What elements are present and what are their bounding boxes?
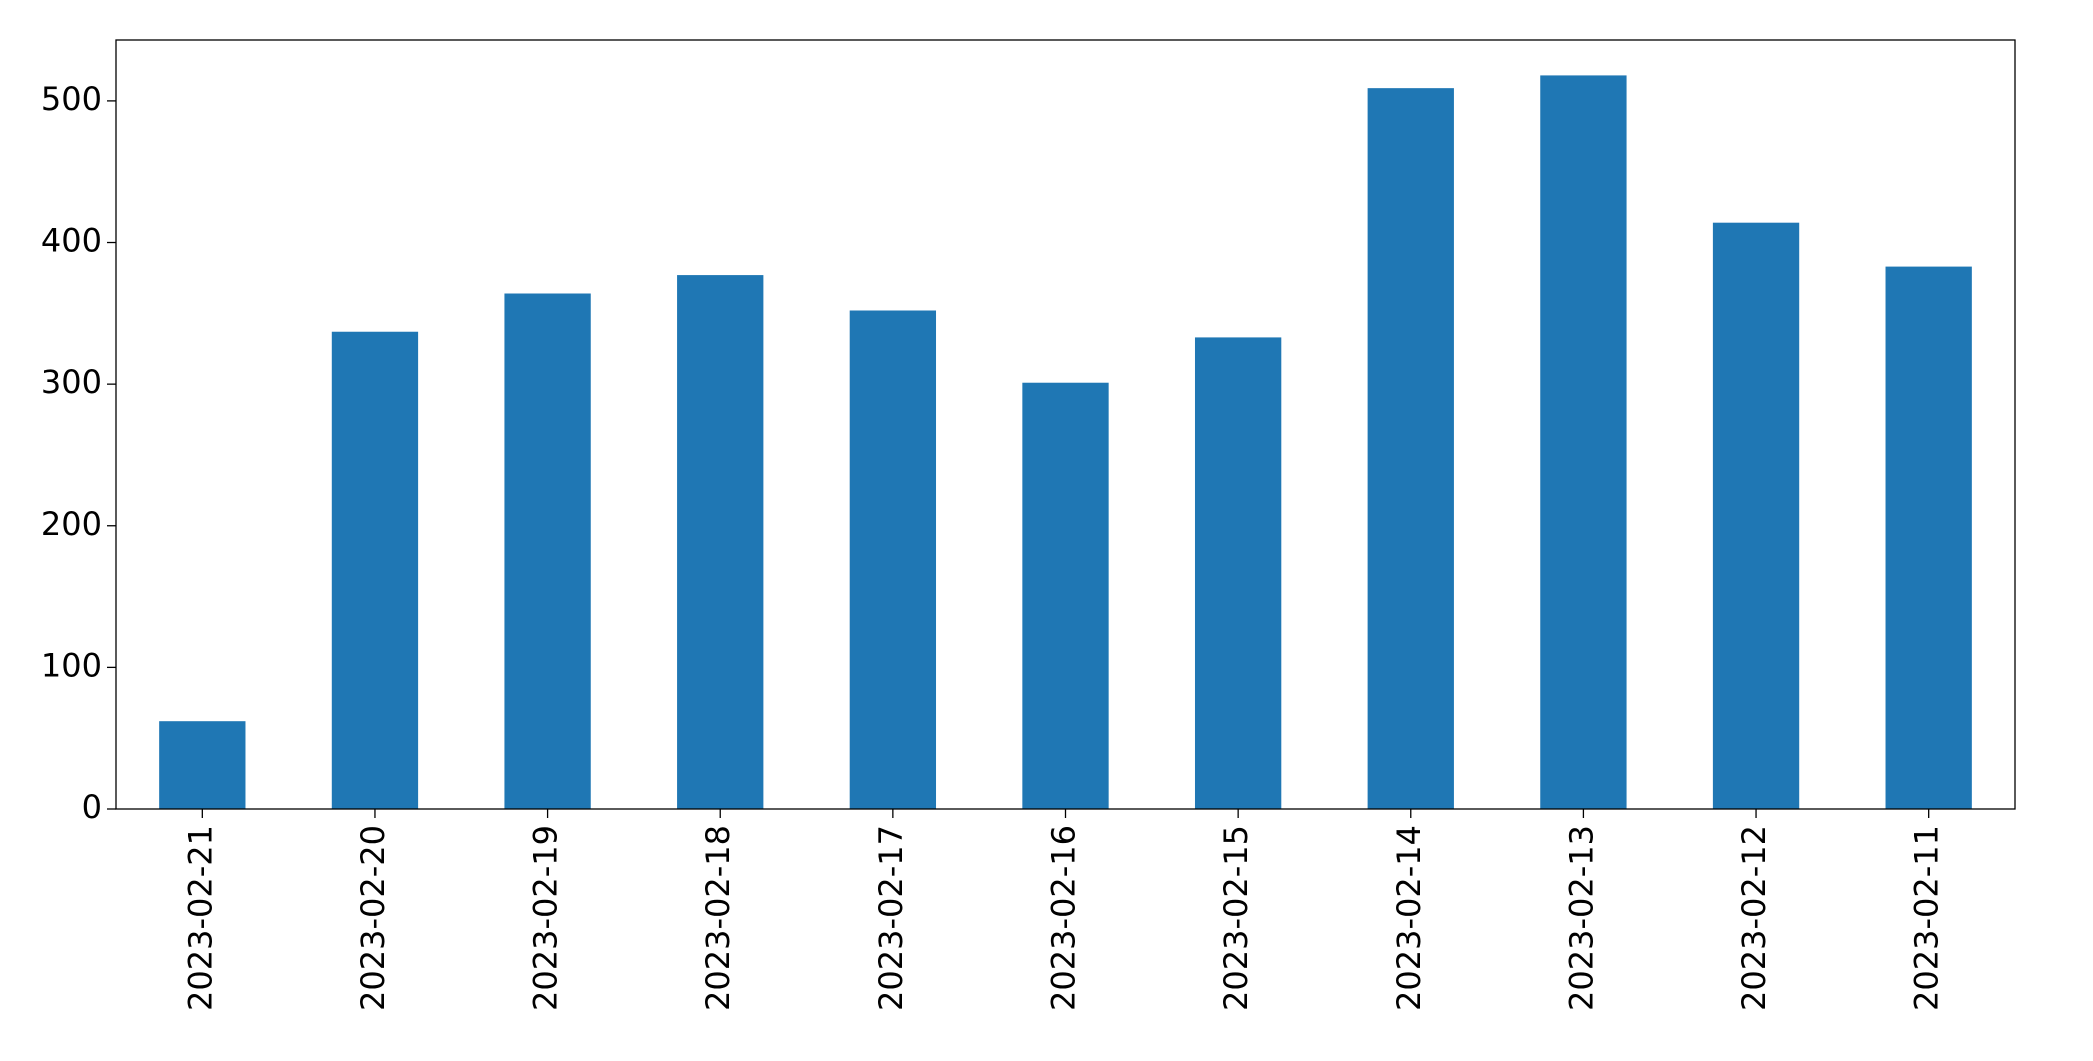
y-tick-label: 0	[82, 788, 102, 826]
y-tick-label: 500	[41, 80, 102, 118]
bar	[331, 331, 419, 809]
x-tick-label: 2023-02-13	[1562, 825, 1600, 1011]
x-tick-label: 2023-02-15	[1217, 825, 1255, 1011]
x-tick-label: 2023-02-12	[1735, 825, 1773, 1011]
bar	[1367, 88, 1454, 810]
x-tick-label: 2023-02-14	[1390, 825, 1428, 1011]
x-tick-label: 2023-02-11	[1908, 825, 1946, 1011]
y-tick-label: 200	[41, 505, 102, 543]
plot-frame	[115, 39, 2016, 810]
x-tick-label: 2023-02-17	[872, 825, 910, 1011]
bar	[159, 721, 246, 809]
x-tick-label: 2023-02-18	[699, 825, 737, 1011]
bar	[1022, 382, 1109, 809]
y-tick-label: 400	[41, 222, 102, 260]
x-tick-label: 2023-02-16	[1045, 825, 1083, 1011]
bar	[1885, 266, 1972, 809]
x-tick-label: 2023-02-19	[527, 825, 565, 1011]
x-tick-label: 2023-02-20	[354, 825, 392, 1011]
bar	[1194, 337, 1282, 809]
y-tick-label: 300	[41, 363, 102, 401]
x-tick-label: 2023-02-21	[181, 825, 219, 1011]
bar	[1712, 222, 1800, 809]
bar	[677, 275, 764, 810]
bar	[849, 310, 937, 809]
y-tick-label: 100	[41, 646, 102, 684]
bar	[1540, 75, 1627, 810]
bar	[504, 293, 591, 809]
